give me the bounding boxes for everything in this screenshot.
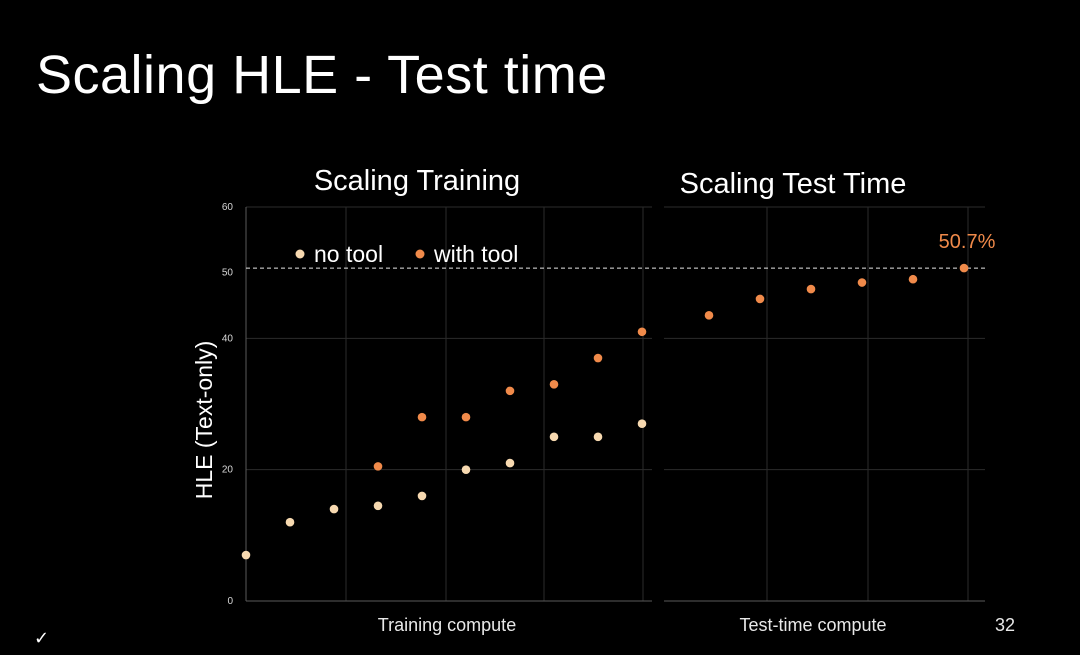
point-with-tool: [806, 284, 816, 294]
legend-marker-no-tool: [295, 249, 305, 259]
x-axis-label-2: Test-time compute: [739, 615, 886, 635]
panel-title-2: Scaling Test Time: [680, 168, 907, 200]
point-with-tool: [505, 386, 515, 396]
y-tick-label: 60: [222, 202, 234, 213]
point-with-tool: [959, 263, 969, 273]
y-tick-label: 0: [227, 596, 233, 607]
point-no-tool: [549, 432, 559, 442]
y-tick-label: 20: [222, 465, 234, 476]
point-no-tool: [329, 504, 339, 514]
point-with-tool: [373, 462, 383, 471]
data-points: [241, 263, 969, 560]
point-no-tool: [241, 550, 251, 560]
point-with-tool: [704, 311, 714, 320]
y-axis-label: HLE (Text-only): [191, 341, 217, 499]
y-tick-label: 50: [222, 268, 234, 279]
point-no-tool: [417, 491, 427, 501]
point-with-tool: [593, 353, 603, 363]
grid-lines: [246, 206, 985, 601]
chart-text: 0 20 40 50 60 HLE (Text-only) Scaling Training…: [191, 165, 1015, 635]
corner-check-icon: ✓: [34, 628, 50, 648]
x-axis-label-1: Training compute: [378, 615, 516, 635]
legend-label-with-tool: with tool: [433, 241, 518, 267]
point-with-tool: [461, 412, 471, 422]
point-no-tool: [373, 501, 383, 511]
point-with-tool: [755, 294, 765, 304]
point-with-tool: [417, 412, 427, 422]
point-no-tool: [637, 419, 647, 429]
point-no-tool: [593, 432, 603, 442]
axes: [245, 207, 985, 602]
point-no-tool: [461, 465, 471, 474]
point-no-tool: [505, 458, 515, 468]
point-with-tool: [857, 278, 867, 287]
point-with-tool: [908, 274, 918, 284]
annotation-label: 50.7%: [939, 231, 996, 253]
x-tick-label: 32: [995, 615, 1015, 635]
y-tick-label: 40: [222, 333, 234, 344]
point-no-tool: [285, 517, 295, 527]
panel-title-1: Scaling Training: [314, 165, 520, 197]
point-with-tool: [549, 380, 559, 389]
legend-label-no-tool: no tool: [314, 241, 383, 267]
point-with-tool: [637, 327, 647, 337]
legend-marker-with-tool: [415, 249, 425, 259]
slide-title: Scaling HLE - Test time: [36, 45, 608, 105]
